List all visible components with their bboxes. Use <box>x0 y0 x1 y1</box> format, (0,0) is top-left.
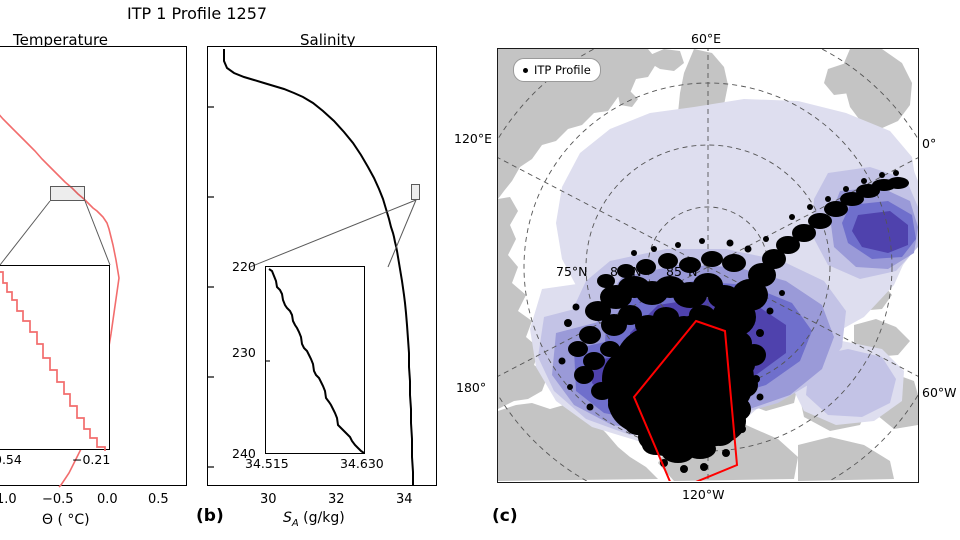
map-latlabel-75N: 75°N <box>556 264 588 279</box>
salinity-inset-connectors <box>249 199 417 268</box>
map-axes[interactable]: 75°N 80°N 85°N <box>497 48 919 483</box>
temperature-inset-svg <box>0 271 106 451</box>
panel-label-c: (c) <box>492 506 518 526</box>
salinity-xtick-0: 30 <box>260 492 277 507</box>
salinity-xlabel: SA (g/kg) <box>283 510 345 529</box>
salinity-inset-axes <box>265 266 365 454</box>
salinity-panel-title: Salinity <box>300 31 356 49</box>
salinity-xtick-1: 32 <box>328 492 345 507</box>
salinity-plot-svg <box>208 49 414 485</box>
map-label-120W: 120°W <box>682 487 725 502</box>
temperature-inset-axes <box>0 265 110 451</box>
temperature-inset-xtick-right: −0.21 <box>72 452 111 467</box>
map-label-60W: 60°W <box>922 385 957 400</box>
map-legend[interactable]: ITP Profile <box>513 58 601 82</box>
salinity-inset-xtick-right: 34.630 <box>340 456 384 471</box>
map-label-180: 180° <box>456 380 487 395</box>
map-latlabel-85N: 85°N <box>666 264 698 279</box>
salinity-zoom-indicator <box>411 184 420 200</box>
temperature-inset-connectors <box>0 200 111 266</box>
map-svg <box>498 49 918 481</box>
figure-title: ITP 1 Profile 1257 <box>127 4 268 23</box>
map-itp-points <box>558 170 909 473</box>
map-label-60E: 60°E <box>691 31 722 46</box>
salinity-inset-svg <box>266 268 365 454</box>
temperature-panel-title: Temperature <box>13 31 109 49</box>
map-legend-label: ITP Profile <box>534 63 591 77</box>
salinity-xlabel-subscript: A <box>291 517 299 529</box>
salinity-inset-xtick-left: 34.515 <box>245 456 289 471</box>
salinity-inset-ytick-220: 220 <box>232 259 256 274</box>
map-label-120E: 120°E <box>454 131 493 146</box>
salinity-inset-ytick-230: 230 <box>232 345 256 360</box>
salinity-xtick-2: 34 <box>396 492 413 507</box>
salinity-xlabel-units: (g/kg) <box>298 510 345 526</box>
dot-marker-icon <box>523 67 528 73</box>
salinity-inset-ytick-240: 240 <box>232 446 256 461</box>
panel-label-b: (b) <box>196 506 224 526</box>
temperature-xtick-1: −0.5 <box>42 492 74 507</box>
salinity-xlabel-symbol: S <box>283 510 292 526</box>
temperature-xtick-2: 0.0 <box>97 492 118 507</box>
temperature-xtick-0: 1.0 <box>0 492 17 507</box>
temperature-inset-xtick-left: 0.54 <box>0 452 22 467</box>
map-latlabel-80N: 80°N <box>610 264 642 279</box>
map-region-outline <box>632 319 739 481</box>
temperature-zoom-indicator <box>50 186 85 201</box>
map-label-0: 0° <box>922 136 937 151</box>
temperature-xtick-3: 0.5 <box>148 492 169 507</box>
temperature-xlabel: Θ ( °C) <box>42 512 90 528</box>
